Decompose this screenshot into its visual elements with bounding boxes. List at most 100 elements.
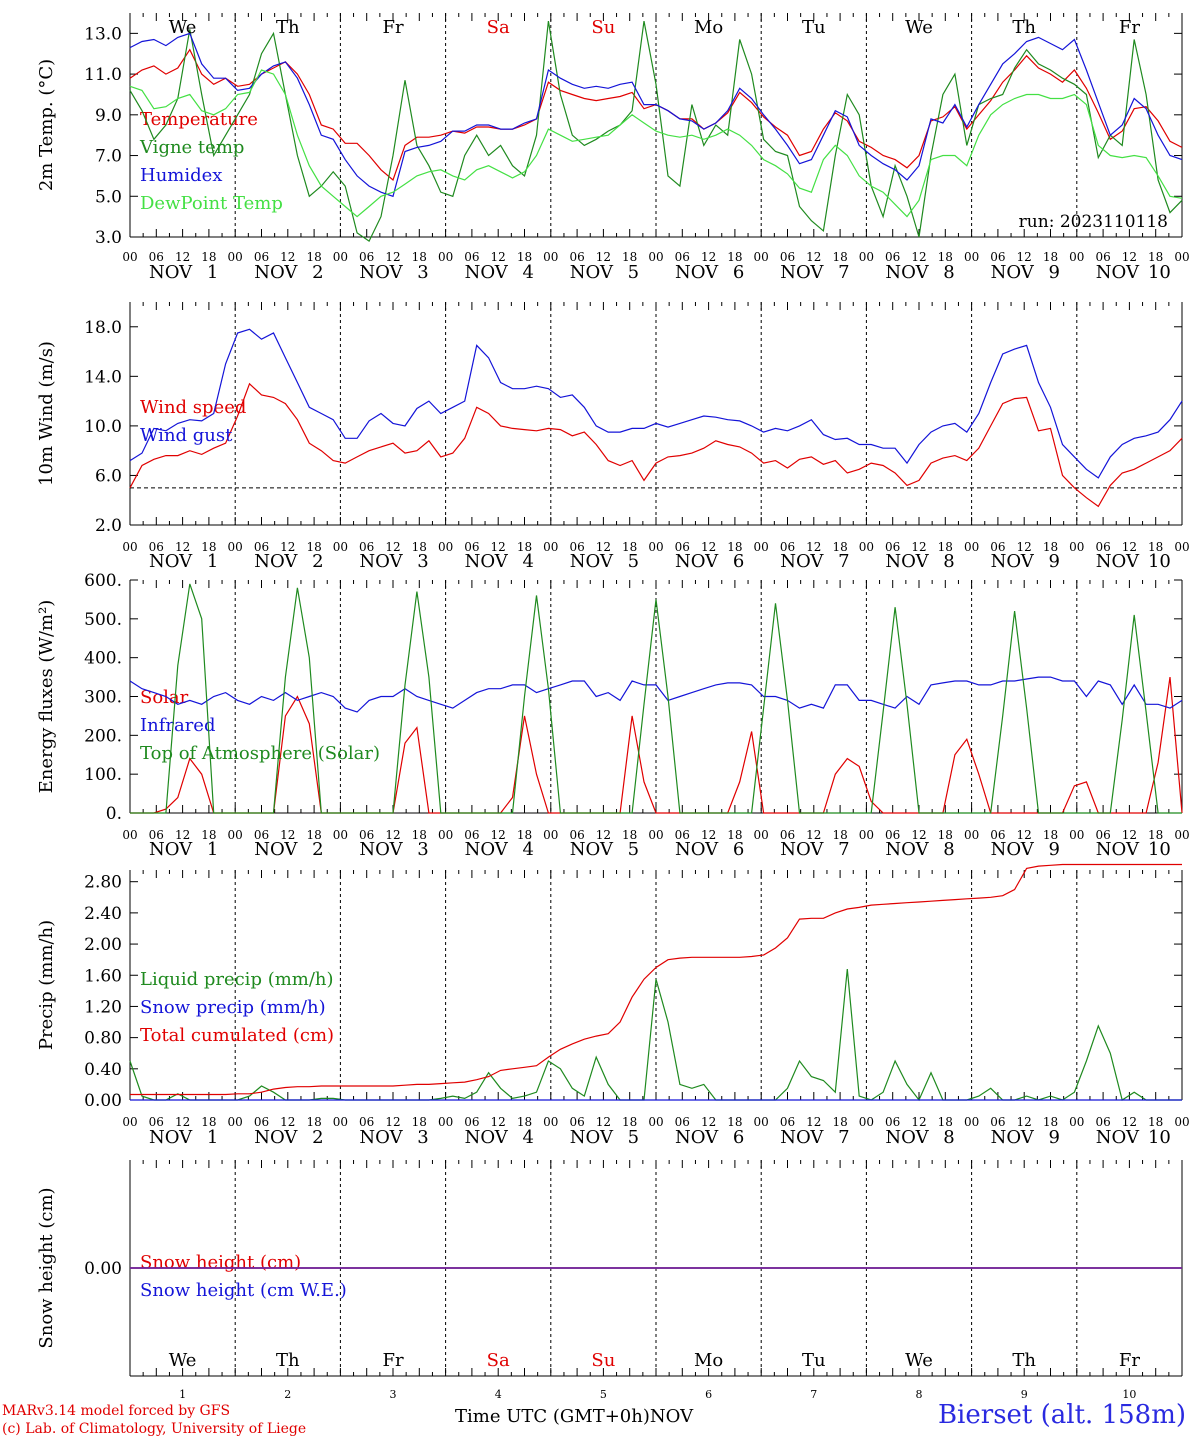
day-name-bottom: Mo [694, 1350, 723, 1371]
panel-1-hour-label: 18 [412, 540, 427, 554]
panel-3-date-label: 1 [207, 1127, 218, 1148]
panel-2-hour-label: 00 [1069, 828, 1084, 842]
panel-0-hour-label: 12 [385, 250, 400, 264]
panel-3-hour-label: 00 [1174, 1115, 1189, 1129]
panel-0-hour-label: 18 [412, 250, 427, 264]
panel-0-hour-label: 06 [569, 250, 584, 264]
panel-3-y-tick-label: 1.20 [84, 997, 122, 1017]
date-number-bottom: 6 [705, 1388, 712, 1401]
panel-3-hour-label: 18 [727, 1115, 742, 1129]
panel-3-hour-label: 06 [254, 1115, 269, 1129]
panel-2-hour-label: 00 [859, 828, 874, 842]
panel-0-hour-label: 18 [201, 250, 216, 264]
panel-3-date-label: 4 [522, 1127, 533, 1148]
panel-3-date-label: 3 [417, 1127, 428, 1148]
panel-1-hour-label: 12 [1017, 540, 1032, 554]
panel-1-hour-label: 00 [964, 540, 979, 554]
panel-2-series-2 [130, 583, 1182, 814]
panel-3-month-label: NOV [991, 1127, 1035, 1148]
panel-0-date-label: 6 [733, 262, 744, 283]
panel-3-y-tick-label: 2.40 [84, 904, 122, 924]
panel-0-y-tick-label: 7.0 [95, 147, 122, 167]
panel-2-hour-label: 06 [569, 828, 584, 842]
panel-2-month-label: NOV [254, 839, 298, 860]
panel-2-hour-label: 06 [990, 828, 1005, 842]
panel-2-month-label: NOV [465, 839, 509, 860]
panel-1-date-label: 7 [838, 551, 849, 572]
panel-2-legend-2: Top of Atmosphere (Solar) [140, 743, 380, 764]
panel-0-hour-label: 18 [306, 250, 321, 264]
panel-2-y-tick-label: 0. [106, 804, 122, 824]
panel-1-legend-0: Wind speed [140, 397, 246, 418]
panel-2-legend-1: Infrared [140, 715, 215, 736]
panel-2-hour-label: 18 [938, 828, 953, 842]
x-axis-month: NOV [649, 1406, 694, 1427]
panel-1-month-label: NOV [570, 551, 614, 572]
panel-0-legend-0: Temperature [140, 109, 258, 130]
panel-1-hour-label: 12 [911, 540, 926, 554]
panel-1-month-label: NOV [885, 551, 929, 572]
panel-2-date-label: 8 [943, 839, 954, 860]
panel-1-hour-label: 00 [228, 540, 243, 554]
panel-3-y-tick-label: 0.00 [84, 1091, 122, 1111]
panel-1-hour-label: 06 [569, 540, 584, 554]
panel-2-hour-label: 00 [228, 828, 243, 842]
panel-3-date-label: 10 [1148, 1127, 1171, 1148]
day-name-top: Sa [487, 17, 510, 38]
panel-0-hour-label: 18 [1148, 250, 1163, 264]
panel-1-hour-label: 00 [333, 540, 348, 554]
panel-2-hour-label: 18 [201, 828, 216, 842]
panel-2-hour-label: 00 [543, 828, 558, 842]
panel-2-hour-label: 06 [780, 828, 795, 842]
panel-2-month-label: NOV [570, 839, 614, 860]
panel-1-date-label: 4 [522, 551, 533, 572]
panel-2-date-label: 10 [1148, 839, 1171, 860]
date-number-bottom: 3 [390, 1388, 397, 1401]
panel-2-hour-label: 12 [911, 828, 926, 842]
panel-2-hour-label: 12 [491, 828, 506, 842]
panel-2-hour-label: 06 [254, 828, 269, 842]
panel-2-month-label: NOV [1096, 839, 1140, 860]
date-number-bottom: 4 [495, 1388, 502, 1401]
model-credit: MARv3.14 model forced by GFS [2, 1403, 231, 1419]
panel-0-month-label: NOV [675, 262, 719, 283]
panel-3-month-label: NOV [780, 1127, 824, 1148]
panel-0-y-tick-label: 5.0 [95, 187, 122, 207]
panel-3-hour-label: 00 [543, 1115, 558, 1129]
panel-2-y-tick-label: 200. [84, 726, 122, 746]
panel-0-month-label: NOV [570, 262, 614, 283]
panel-2-y-tick-label: 100. [84, 765, 122, 785]
panel-1-y-tick-label: 10.0 [84, 417, 122, 437]
day-name-top: Mo [694, 17, 723, 38]
panel-1-series-0 [129, 382, 1183, 508]
panel-2-date-label: 6 [733, 839, 744, 860]
panel-2-hour-label: 06 [149, 828, 164, 842]
panel-2-month-label: NOV [991, 839, 1035, 860]
panel-1-hour-label: 00 [859, 540, 874, 554]
date-number-bottom: 10 [1122, 1388, 1136, 1401]
panel-1-hour-label: 18 [517, 540, 532, 554]
panel-2-hour-label: 18 [1043, 828, 1058, 842]
panel-1-hour-label: 00 [438, 540, 453, 554]
day-name-top: Th [276, 17, 300, 38]
panel-2-hour-label: 12 [280, 828, 295, 842]
panel-3-hour-label: 00 [122, 1115, 137, 1129]
day-name-top: Su [591, 17, 615, 38]
panel-2-y-label: Energy fluxes (W/m²) [36, 600, 57, 794]
panel-0-date-label: 10 [1148, 262, 1171, 283]
day-name-bottom: Fr [382, 1350, 403, 1371]
panel-1-month-label: NOV [465, 551, 509, 572]
panel-0-hour-label: 12 [596, 250, 611, 264]
panel-1-month-label: NOV [1096, 551, 1140, 572]
panel-2-hour-label: 18 [517, 828, 532, 842]
panel-1-hour-label: 18 [727, 540, 742, 554]
panel-0-hour-label: 18 [1043, 250, 1058, 264]
panel-0-month-label: NOV [780, 262, 824, 283]
panel-2-date-label: 5 [628, 839, 639, 860]
panel-2-month-label: NOV [885, 839, 929, 860]
panel-2-date-label: 1 [207, 839, 218, 860]
panel-0-hour-label: 00 [754, 250, 769, 264]
panel-0-hour-label: 12 [280, 250, 295, 264]
day-name-top: Fr [382, 17, 403, 38]
date-number-bottom: 8 [916, 1388, 923, 1401]
